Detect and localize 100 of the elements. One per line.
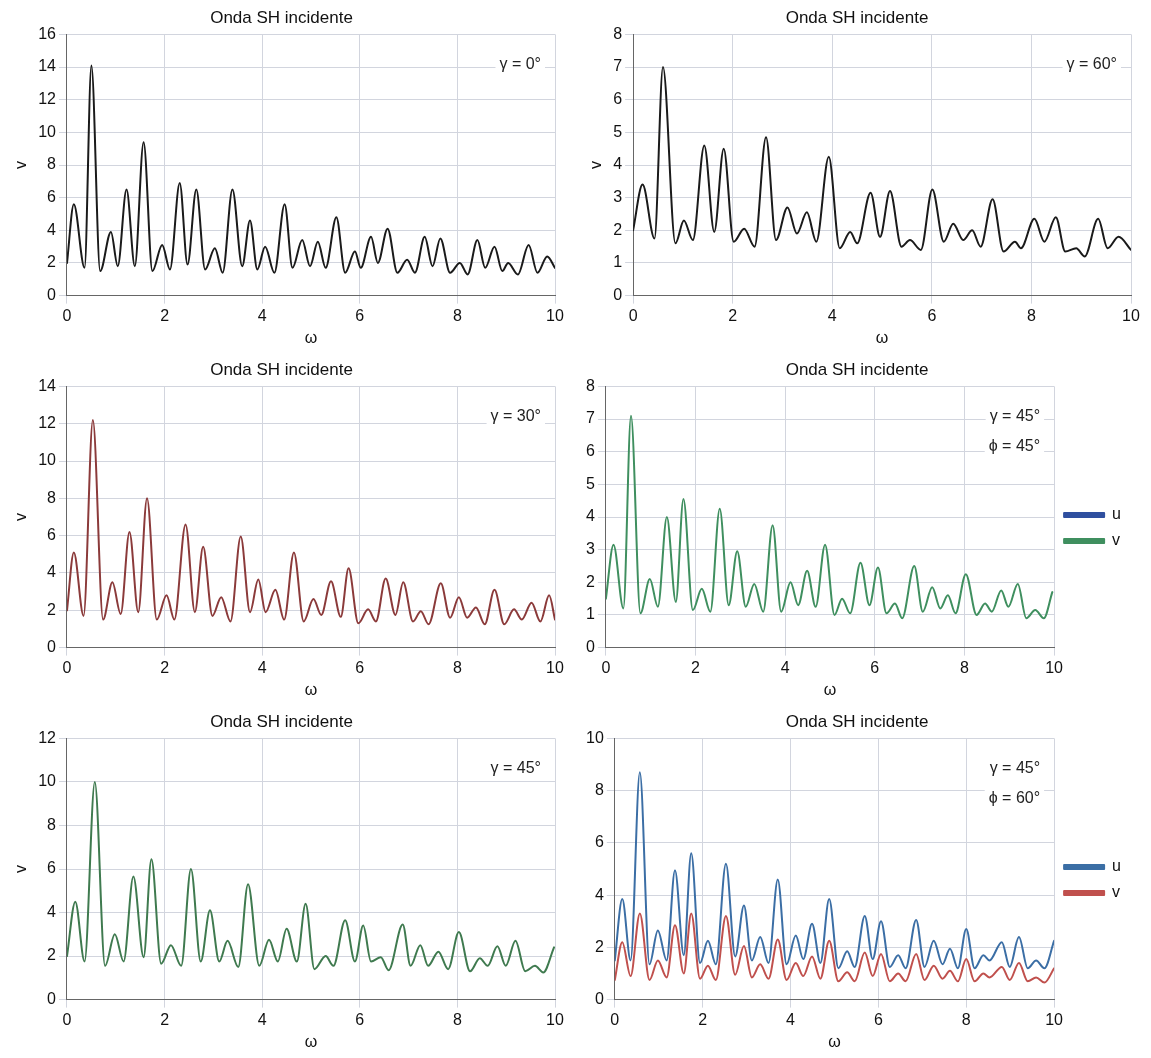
y-tick-label: 2 bbox=[47, 946, 57, 964]
x-tick-label: 4 bbox=[257, 1010, 267, 1028]
y-tick-label: 4 bbox=[585, 507, 595, 525]
y-tick-label: 5 bbox=[585, 474, 595, 492]
y-tick-label: 10 bbox=[38, 451, 57, 469]
y-tick-label: 4 bbox=[613, 155, 623, 173]
chart-title: Onda SH incidente bbox=[785, 7, 929, 27]
y-tick-label: 12 bbox=[38, 728, 57, 746]
y-tick-label: 0 bbox=[594, 990, 604, 1008]
y-tick-label: 3 bbox=[585, 540, 595, 558]
y-tick-label: 6 bbox=[613, 90, 623, 108]
x-tick-label: 8 bbox=[452, 306, 462, 324]
y-axis-title: v bbox=[12, 513, 30, 521]
y-tick-label: 2 bbox=[47, 253, 57, 271]
annotation: γ = 45° bbox=[490, 758, 541, 776]
y-tick-label: 14 bbox=[38, 57, 57, 75]
annotation: γ = 45° bbox=[989, 406, 1041, 424]
x-tick-label: 0 bbox=[628, 306, 638, 324]
x-tick-label: 10 bbox=[546, 658, 564, 676]
x-tick-label: 2 bbox=[728, 306, 738, 324]
x-tick-label: 0 bbox=[62, 306, 72, 324]
y-tick-label: 4 bbox=[47, 220, 57, 238]
y-tick-label: 1 bbox=[613, 253, 623, 271]
x-tick-label: 6 bbox=[355, 1010, 365, 1028]
y-tick-label: 0 bbox=[47, 286, 57, 304]
y-tick-label: 8 bbox=[594, 781, 604, 799]
y-tick-label: 6 bbox=[47, 188, 57, 206]
annotation: γ = 30° bbox=[490, 406, 541, 424]
x-tick-label: 8 bbox=[960, 658, 970, 676]
y-tick-label: 7 bbox=[585, 409, 595, 427]
x-tick-label: 4 bbox=[827, 306, 837, 324]
x-tick-label: 8 bbox=[452, 658, 462, 676]
y-axis-title: v bbox=[12, 865, 30, 873]
annotation: γ = 0° bbox=[499, 54, 541, 72]
y-tick-label: 0 bbox=[47, 990, 57, 1008]
chart-title: Onda SH incidente bbox=[785, 711, 929, 731]
y-tick-label: 16 bbox=[38, 24, 57, 42]
legend-label: u bbox=[1112, 857, 1122, 875]
y-tick-label: 6 bbox=[47, 526, 57, 544]
y-tick-label: 4 bbox=[47, 563, 57, 581]
x-axis-title: ω bbox=[304, 680, 318, 698]
y-tick-label: 5 bbox=[613, 122, 623, 140]
annotation: ϕ = 45° bbox=[988, 436, 1041, 454]
x-axis-title: ω bbox=[875, 328, 889, 346]
x-tick-label: 10 bbox=[546, 306, 564, 324]
x-axis-title: ω bbox=[304, 1032, 318, 1050]
y-tick-label: 8 bbox=[47, 488, 57, 506]
legend-label: v bbox=[1112, 531, 1121, 549]
y-tick-label: 12 bbox=[38, 90, 57, 108]
x-tick-label: 0 bbox=[62, 1010, 72, 1028]
chart-title: Onda SH incidente bbox=[210, 711, 353, 731]
x-axis-title: ω bbox=[304, 328, 318, 346]
x-tick-label: 6 bbox=[873, 1010, 883, 1028]
x-tick-label: 10 bbox=[1122, 306, 1140, 324]
chart-title: Onda SH incidente bbox=[210, 359, 353, 379]
x-tick-label: 2 bbox=[160, 658, 170, 676]
y-tick-label: 6 bbox=[47, 859, 57, 877]
x-tick-label: 10 bbox=[1045, 1010, 1064, 1028]
y-tick-label: 10 bbox=[38, 122, 57, 140]
x-tick-label: 6 bbox=[870, 658, 880, 676]
x-tick-label: 2 bbox=[691, 658, 701, 676]
y-tick-label: 1 bbox=[585, 605, 595, 623]
y-tick-label: 10 bbox=[38, 772, 57, 790]
legend-label: v bbox=[1112, 883, 1121, 901]
x-tick-label: 4 bbox=[257, 306, 267, 324]
x-tick-label: 2 bbox=[160, 306, 170, 324]
y-tick-label: 0 bbox=[47, 638, 57, 656]
y-tick-label: 8 bbox=[47, 815, 57, 833]
x-tick-label: 4 bbox=[786, 1010, 796, 1028]
x-tick-label: 6 bbox=[927, 306, 937, 324]
y-tick-label: 6 bbox=[594, 833, 604, 851]
x-tick-label: 2 bbox=[698, 1010, 708, 1028]
y-tick-label: 8 bbox=[47, 155, 57, 173]
chart-title: Onda SH incidente bbox=[785, 359, 929, 379]
x-tick-label: 6 bbox=[355, 658, 365, 676]
y-tick-label: 2 bbox=[47, 600, 57, 618]
chart-title: Onda SH incidente bbox=[210, 7, 353, 27]
legend-label: u bbox=[1112, 505, 1122, 523]
x-tick-label: 4 bbox=[257, 658, 267, 676]
y-tick-label: 3 bbox=[613, 188, 623, 206]
x-tick-label: 8 bbox=[1026, 306, 1036, 324]
y-tick-label: 0 bbox=[585, 638, 595, 656]
y-tick-label: 8 bbox=[613, 24, 623, 42]
y-tick-label: 0 bbox=[613, 286, 623, 304]
y-tick-label: 2 bbox=[594, 937, 604, 955]
y-axis-title: v bbox=[12, 161, 30, 169]
x-tick-label: 4 bbox=[780, 658, 790, 676]
x-axis-title: ω bbox=[823, 680, 837, 698]
annotation: ϕ = 60° bbox=[988, 788, 1041, 806]
x-tick-label: 8 bbox=[961, 1010, 971, 1028]
y-axis-title: v bbox=[587, 161, 605, 169]
annotation: γ = 45° bbox=[989, 758, 1041, 776]
y-tick-label: 4 bbox=[594, 885, 604, 903]
y-tick-label: 2 bbox=[585, 572, 595, 590]
y-tick-label: 8 bbox=[585, 376, 595, 394]
x-tick-label: 6 bbox=[355, 306, 365, 324]
x-tick-label: 8 bbox=[452, 1010, 462, 1028]
annotation: γ = 60° bbox=[1066, 54, 1117, 72]
x-tick-label: 2 bbox=[160, 1010, 170, 1028]
y-tick-label: 6 bbox=[585, 442, 595, 460]
